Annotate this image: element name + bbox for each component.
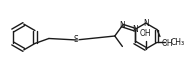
Text: OH: OH [140, 29, 152, 38]
Text: N: N [120, 21, 125, 30]
Text: S: S [74, 35, 79, 44]
Text: N: N [143, 19, 149, 28]
Text: OH: OH [162, 40, 174, 48]
Text: N: N [132, 25, 137, 34]
Text: CH₃: CH₃ [171, 38, 185, 47]
